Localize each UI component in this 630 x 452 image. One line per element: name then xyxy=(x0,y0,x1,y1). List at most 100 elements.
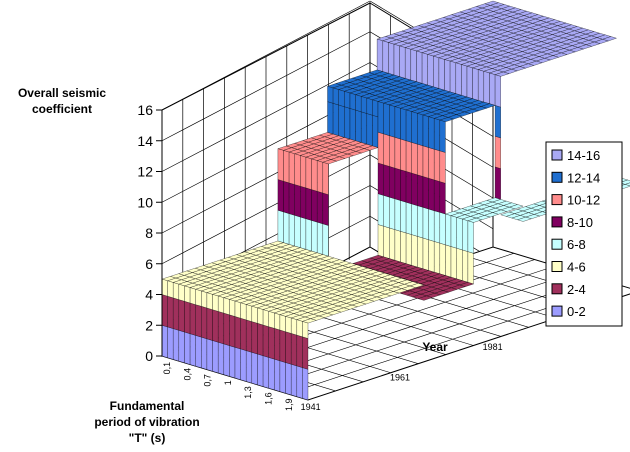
z-tick-label: 14 xyxy=(137,133,153,149)
surface-face xyxy=(229,314,236,348)
surface-face xyxy=(240,317,247,351)
surface-face xyxy=(296,365,303,399)
surface-face xyxy=(262,355,269,389)
surface-cell xyxy=(417,295,433,301)
surface-face xyxy=(405,109,412,143)
legend-swatch xyxy=(551,171,563,183)
z-tick-label: 10 xyxy=(137,194,153,210)
surface-face xyxy=(410,49,417,82)
surface-face xyxy=(240,348,247,382)
surface-face xyxy=(494,135,501,169)
surface-face xyxy=(322,192,329,226)
surface-face xyxy=(184,285,191,304)
surface-face xyxy=(422,176,429,210)
legend-label: 4-6 xyxy=(567,260,586,275)
surface-face xyxy=(268,326,275,360)
surface-face xyxy=(472,67,479,101)
surface-face xyxy=(234,316,241,350)
surface-face xyxy=(433,55,440,89)
surface-face xyxy=(173,282,179,300)
legend-label: 6-8 xyxy=(567,237,586,252)
surface-face xyxy=(439,212,446,246)
surface-face xyxy=(201,290,208,309)
surface-face xyxy=(322,162,329,195)
surface-face xyxy=(300,185,307,219)
surface-face xyxy=(372,114,379,148)
surface-face xyxy=(428,208,435,242)
surface-face xyxy=(218,295,224,314)
surface-face xyxy=(394,229,401,263)
surface-face xyxy=(291,363,297,397)
x-tick-label: 0,7 xyxy=(203,374,213,387)
legend-swatch xyxy=(551,216,563,228)
surface-face xyxy=(178,283,185,302)
surface-face xyxy=(400,138,407,172)
surface-face xyxy=(274,358,281,392)
surface-face xyxy=(462,249,469,283)
surface-face xyxy=(383,225,390,259)
surface-face xyxy=(411,172,418,206)
surface-face xyxy=(422,114,429,148)
surface-face xyxy=(405,201,412,235)
surface-cell xyxy=(516,216,532,222)
surface-face xyxy=(383,195,390,229)
surface-face xyxy=(421,52,428,86)
surface-face xyxy=(417,205,424,239)
surface-face xyxy=(288,213,295,247)
surface-face xyxy=(416,50,423,84)
surface-face xyxy=(305,218,312,252)
surface-face xyxy=(317,160,323,194)
surface-face xyxy=(311,189,318,223)
surface-face xyxy=(223,312,230,346)
surface-face xyxy=(161,278,168,297)
surface-face xyxy=(277,179,284,213)
surface-face xyxy=(274,328,281,362)
surface-face xyxy=(444,59,451,93)
surface-face xyxy=(294,215,301,248)
surface-face xyxy=(434,149,440,182)
surface-face xyxy=(467,220,474,254)
surface-face xyxy=(434,118,440,151)
surface-face xyxy=(251,352,258,386)
surface-face xyxy=(212,309,219,343)
surface-face xyxy=(167,280,174,299)
surface-face xyxy=(218,311,224,345)
surface-face xyxy=(494,74,501,108)
surface-face xyxy=(389,166,396,200)
surface-face xyxy=(389,196,396,230)
surface-face xyxy=(439,242,446,276)
surface-face xyxy=(394,137,401,171)
surface-face xyxy=(383,164,390,198)
x-tick-labels: 0,1 0,4 0,7 1 1,3 1,6 1,9 xyxy=(162,362,294,411)
surface-face xyxy=(394,167,401,201)
x-tick-label: 0,1 xyxy=(162,362,172,375)
surface-face xyxy=(450,215,457,249)
z-tick-label: 0 xyxy=(145,348,153,364)
surface-face xyxy=(483,71,490,104)
surface-face xyxy=(394,198,401,232)
surface-face xyxy=(411,234,418,268)
surface-face xyxy=(206,338,213,372)
surface-face xyxy=(285,331,292,365)
z-axis-title-line-2: coefficient xyxy=(32,102,92,116)
surface-face xyxy=(461,64,468,98)
surface-face xyxy=(251,305,258,324)
surface-face xyxy=(467,251,474,285)
z-tick-label: 4 xyxy=(145,287,153,303)
surface-face xyxy=(411,203,418,237)
year-tick-label: 1941 xyxy=(301,402,321,412)
x-tick-label: 1,6 xyxy=(263,392,273,405)
surface-face xyxy=(462,218,469,252)
surface-face xyxy=(438,57,445,91)
surface-face xyxy=(302,321,309,339)
x-axis-title-line-3: "T" (s) xyxy=(129,431,166,445)
surface-face xyxy=(285,316,292,334)
z-tick-label: 6 xyxy=(145,256,153,272)
surface-face xyxy=(291,317,297,336)
surface-face xyxy=(279,314,286,332)
z-tick-label: 2 xyxy=(145,317,153,333)
surface-face xyxy=(178,330,185,364)
surface-face xyxy=(428,116,435,150)
surface-face xyxy=(283,211,290,245)
surface-face xyxy=(434,241,440,274)
